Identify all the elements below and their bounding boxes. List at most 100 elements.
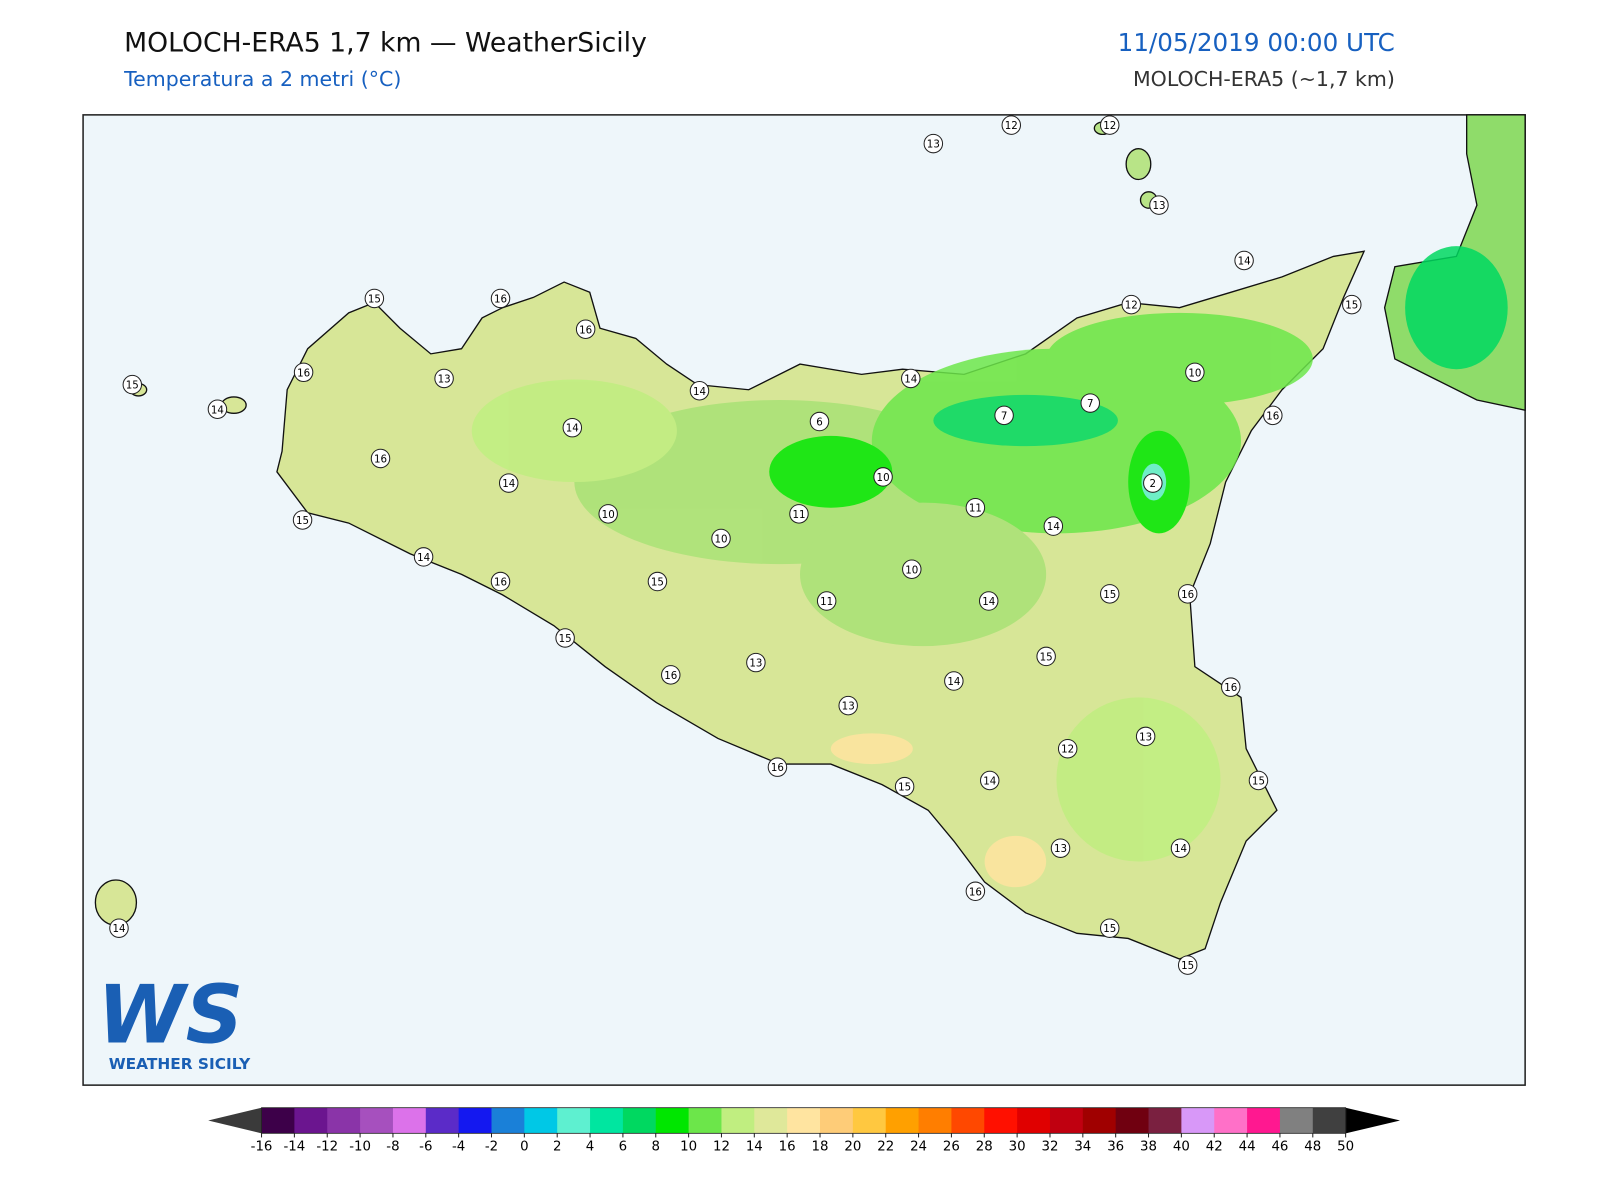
- colorbar-bin: [1148, 1107, 1182, 1134]
- colorbar-bin: [425, 1107, 460, 1134]
- colorbar-tick-label: -6: [419, 1140, 432, 1155]
- colorbar-bin: [820, 1107, 854, 1134]
- colorbar-tick-label: 18: [812, 1140, 829, 1155]
- station-value: 14: [1047, 521, 1060, 533]
- colorbar-bin: [360, 1107, 394, 1134]
- station-value: 10: [1188, 367, 1201, 379]
- title: MOLOCH-ERA5 1,7 km — WeatherSicily: [124, 28, 647, 59]
- station-marker: [689, 381, 710, 401]
- logo: WS WEATHER SICILY: [97, 968, 251, 1073]
- colorbar-tick-label: 0: [520, 1140, 528, 1155]
- station-marker: [490, 288, 511, 309]
- station-value: 16: [771, 762, 784, 774]
- station-value: 12: [1005, 120, 1018, 132]
- station-marker: [292, 510, 313, 530]
- station-value: 13: [438, 373, 451, 385]
- station-value: 16: [1224, 682, 1237, 694]
- station-marker: [1221, 677, 1241, 697]
- station-value: 15: [898, 782, 911, 794]
- station-value: 13: [842, 701, 855, 713]
- station-marker: [711, 528, 731, 549]
- station-value: 13: [927, 139, 940, 151]
- station-marker: [498, 473, 519, 493]
- station-value: 10: [905, 564, 918, 576]
- colorbar-tick-label: 38: [1140, 1140, 1157, 1155]
- station-marker: [434, 368, 454, 389]
- station-marker: [1043, 516, 1064, 536]
- colorbar-tick-label: 28: [976, 1140, 993, 1155]
- station-value: 14: [211, 404, 224, 416]
- station-marker: [1234, 250, 1254, 271]
- station-value: 15: [1252, 776, 1265, 788]
- colorbar-bin: [261, 1107, 295, 1134]
- colorbar-bin: [1312, 1107, 1347, 1134]
- stations: 13 12 12 13 14 12 15 15 16 16 16 13 15 14 14 14 10 14 6 7 7 1…: [109, 115, 1362, 975]
- station-value: 15: [651, 577, 664, 589]
- colorbar-bin: [1049, 1107, 1084, 1134]
- colorbar-bin: [754, 1107, 788, 1134]
- station-value: 16: [664, 670, 677, 682]
- colorbar-bin: [327, 1107, 361, 1134]
- station-marker: [207, 399, 228, 419]
- station-value: 15: [126, 380, 139, 392]
- station-marker: [293, 362, 314, 383]
- colorbar-tick-label: 36: [1107, 1140, 1124, 1155]
- colorbar-tick-label: -10: [349, 1140, 371, 1155]
- colorbar-bin: [1082, 1107, 1117, 1134]
- colorbar-bin: [622, 1107, 657, 1134]
- station-marker: [873, 467, 893, 487]
- colorbar-tick-label: -4: [452, 1140, 465, 1155]
- island: [1125, 148, 1152, 181]
- station-marker: [965, 497, 986, 518]
- colorbar-bin: [951, 1107, 985, 1134]
- station-value: 15: [1181, 960, 1194, 972]
- colorbar-bin: [721, 1107, 755, 1134]
- station-value: 14: [983, 776, 996, 788]
- colorbar-tick-label: 32: [1041, 1140, 1058, 1155]
- station-marker: [370, 448, 391, 469]
- station-marker: [1050, 838, 1071, 858]
- station-value: 10: [715, 533, 728, 545]
- station-value: 15: [1103, 589, 1116, 601]
- station-value: 11: [820, 596, 833, 608]
- colorbar-bin: [1247, 1107, 1281, 1134]
- colorbar-bin: [984, 1107, 1018, 1134]
- colorbar-tick-label: 40: [1173, 1140, 1190, 1155]
- station-value: 16: [1181, 589, 1194, 601]
- colorbar-bin: [1181, 1107, 1215, 1134]
- colorbar-tick-label: 10: [680, 1140, 697, 1155]
- colorbar-tick-label: 20: [844, 1140, 861, 1155]
- station-marker: [978, 591, 999, 611]
- station-value: 14: [112, 923, 125, 935]
- station-value: 12: [1061, 744, 1074, 756]
- station-marker: [1121, 294, 1142, 315]
- station-value: 11: [792, 509, 805, 521]
- station-value: 15: [1345, 300, 1358, 312]
- station-value: 14: [693, 386, 706, 398]
- station-marker: [838, 695, 858, 716]
- station-value: 14: [1238, 256, 1251, 268]
- station-marker: [562, 417, 583, 438]
- station-value: 15: [1103, 923, 1116, 935]
- colorbar-tick-label: -12: [316, 1140, 338, 1155]
- station-marker: [902, 559, 922, 579]
- island: [94, 879, 138, 926]
- station-value: 14: [417, 552, 430, 564]
- colorbar-tick-label: 30: [1009, 1140, 1026, 1155]
- station-value: 15: [1040, 651, 1053, 663]
- station-marker: [894, 776, 915, 797]
- colorbar-bin: [590, 1107, 624, 1134]
- colorbar-tick-label: 22: [877, 1140, 894, 1155]
- station-value: 16: [494, 577, 507, 589]
- colorbar-tick-label: 34: [1074, 1140, 1091, 1155]
- station-value: 14: [566, 423, 579, 435]
- colorbar-bin: [852, 1107, 887, 1134]
- station-value: 16: [969, 886, 982, 898]
- colorbar-bin: [787, 1107, 821, 1134]
- logo-mark: WS: [97, 968, 243, 1061]
- colorbar-bin: [491, 1107, 525, 1134]
- colorbar-bin: [1214, 1107, 1248, 1134]
- colorbar-tick-label: -2: [485, 1140, 498, 1155]
- colorbar-frame: [261, 1107, 1347, 1134]
- station-marker: [1001, 115, 1022, 135]
